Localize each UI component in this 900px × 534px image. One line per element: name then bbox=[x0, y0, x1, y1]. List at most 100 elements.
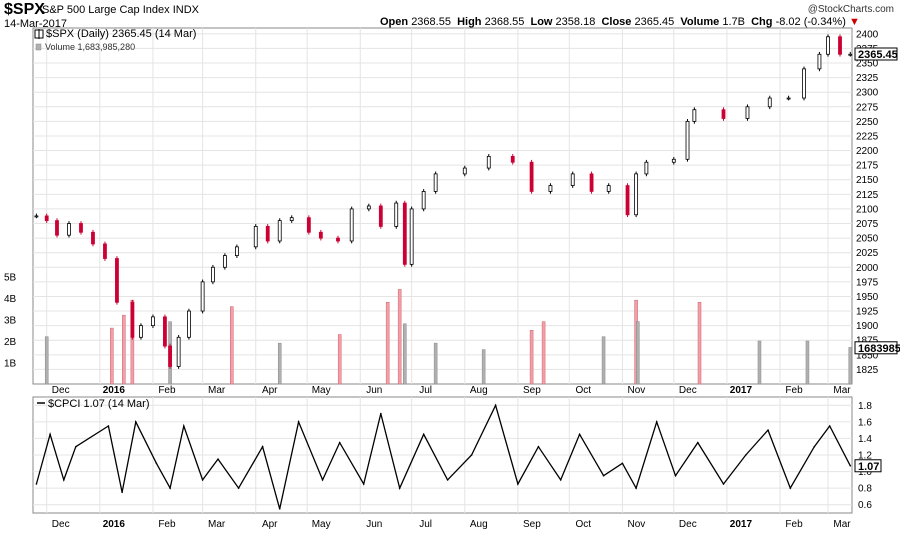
price-y-tick-label: 2025 bbox=[856, 248, 879, 259]
chg-value: -8.02 (-0.34%) bbox=[775, 16, 846, 28]
cpci-point bbox=[297, 421, 300, 423]
volume-bar bbox=[44, 336, 49, 385]
price-candle-body bbox=[55, 220, 59, 236]
cpci-point bbox=[362, 483, 365, 485]
volume-y-tick-label: 1B bbox=[4, 359, 17, 370]
cpci-point bbox=[789, 487, 792, 489]
x-tick-label-price: Dec bbox=[52, 385, 70, 396]
price-candle-body bbox=[44, 215, 49, 221]
index-name: S&P 500 Large Cap Index INDX bbox=[42, 4, 199, 16]
volume-bar bbox=[848, 347, 853, 385]
price-y-tick-label: 1925 bbox=[856, 307, 879, 318]
volume-y-tick-label: 4B bbox=[4, 294, 17, 305]
price-candle-body bbox=[486, 155, 491, 169]
cpci-point bbox=[674, 474, 677, 477]
cpci-point bbox=[828, 425, 831, 427]
price-y-tick-label: 2000 bbox=[856, 263, 879, 274]
price-candle-body bbox=[838, 36, 842, 55]
price-y-tick-label: 1900 bbox=[856, 321, 879, 332]
price-candle-body bbox=[130, 301, 135, 338]
price-y-tick-label: 2400 bbox=[856, 29, 879, 40]
x-tick-label-cpci: Dec bbox=[679, 519, 697, 530]
volume-bar bbox=[277, 342, 282, 385]
price-candle-body bbox=[671, 158, 676, 163]
volume-bar bbox=[433, 342, 438, 385]
cpci-point bbox=[422, 433, 425, 436]
brand-watermark: @StockCharts.com bbox=[807, 4, 894, 15]
volume-bar bbox=[403, 323, 407, 385]
price-candle-body bbox=[103, 243, 107, 259]
cpci-point bbox=[107, 425, 110, 427]
x-tick-label-price: Sep bbox=[523, 385, 541, 396]
price-candle-body bbox=[211, 266, 215, 283]
cpci-point bbox=[217, 458, 219, 460]
cpci-point bbox=[517, 483, 519, 485]
volume-last-label-box bbox=[854, 341, 898, 355]
cpci-line bbox=[35, 403, 851, 510]
volume-value: 1.7B bbox=[722, 16, 745, 28]
cpci-point bbox=[446, 479, 449, 481]
cpci-point bbox=[182, 425, 185, 427]
cpci-point bbox=[849, 464, 852, 467]
x-tick-label-cpci: Jun bbox=[366, 519, 382, 530]
x-tick-label-cpci: Dec bbox=[52, 519, 70, 530]
low-value: 2358.18 bbox=[555, 16, 596, 28]
x-tick-label-cpci: Sep bbox=[523, 519, 541, 530]
cpci-y-tick-label: 1.8 bbox=[858, 401, 872, 412]
price-y-tick-label: 2325 bbox=[856, 73, 879, 84]
x-tick-label-cpci: Aug bbox=[470, 519, 488, 530]
volume-legend-icon bbox=[35, 43, 42, 51]
price-y-tick-label: 1975 bbox=[856, 277, 879, 288]
volume-y-tick-label: 2B bbox=[4, 337, 17, 348]
close-value: 2365.45 bbox=[634, 16, 675, 28]
price-legend-text: $SPX (Daily) 2365.45 (14 Mar) bbox=[46, 28, 196, 40]
volume-bar bbox=[805, 340, 810, 385]
chart-date: 14-Mar-2017 bbox=[4, 18, 67, 30]
price-candle-body bbox=[421, 191, 426, 210]
cpci-point bbox=[470, 454, 473, 456]
cpci-point bbox=[813, 445, 816, 448]
price-panel-frame bbox=[32, 27, 853, 385]
chg-label: Chg bbox=[751, 16, 773, 28]
price-candle-body bbox=[289, 217, 294, 221]
price-y-tick-label: 2250 bbox=[856, 117, 879, 128]
cpci-point bbox=[722, 483, 725, 485]
price-candle-body bbox=[378, 205, 383, 227]
cpci-point bbox=[75, 445, 77, 448]
x-tick-label-price: 2017 bbox=[730, 385, 753, 396]
price-candle-body bbox=[79, 223, 83, 233]
price-candle-body bbox=[151, 316, 155, 327]
cpci-point bbox=[602, 474, 605, 477]
x-tick-label-price: Feb bbox=[785, 385, 803, 396]
price-y-tick-label: 2350 bbox=[856, 59, 879, 70]
price-candle-body bbox=[589, 173, 594, 192]
cpci-point bbox=[135, 421, 137, 423]
price-y-tick-label: 2050 bbox=[856, 234, 879, 245]
volume-bar bbox=[697, 302, 702, 385]
cpci-point bbox=[537, 445, 540, 448]
high-label: High bbox=[457, 16, 482, 28]
price-candle-body bbox=[462, 167, 467, 175]
price-candle-body bbox=[826, 36, 830, 55]
price-candle-body bbox=[402, 202, 407, 265]
volume-label: Volume bbox=[680, 16, 720, 28]
price-y-tick-label: 2275 bbox=[856, 102, 879, 113]
x-tick-label-price: Oct bbox=[576, 385, 592, 396]
price-candle-body bbox=[529, 161, 534, 192]
x-tick-label-cpci: May bbox=[312, 519, 331, 530]
price-candle-body bbox=[366, 205, 371, 210]
price-y-tick-label: 1825 bbox=[856, 365, 879, 376]
cpci-last-label: 1.07 bbox=[858, 461, 879, 473]
price-candle-body bbox=[139, 325, 143, 338]
volume-bar bbox=[110, 327, 114, 385]
x-tick-label-price: Feb bbox=[158, 385, 176, 396]
price-candle-body bbox=[176, 336, 181, 367]
volume-bar bbox=[397, 289, 402, 385]
x-tick-label-price: May bbox=[312, 385, 331, 396]
low-label: Low bbox=[530, 16, 553, 28]
price-candle-body bbox=[168, 345, 172, 367]
price-y-tick-label: 2125 bbox=[856, 190, 879, 201]
price-candle-body bbox=[318, 231, 323, 239]
cpci-y-tick-label: 1.6 bbox=[858, 417, 872, 428]
price-candle-body bbox=[222, 255, 227, 268]
